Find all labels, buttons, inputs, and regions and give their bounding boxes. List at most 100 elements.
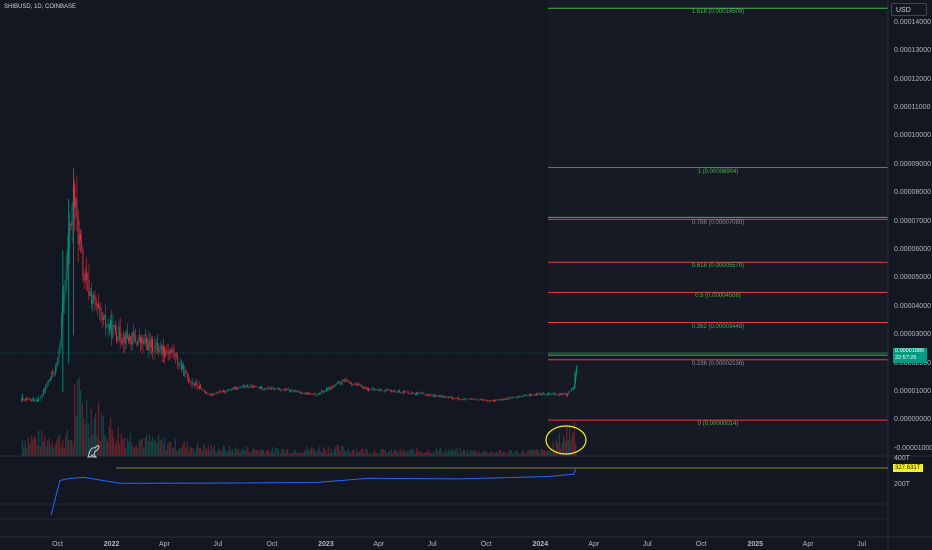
volume-bar <box>167 444 169 456</box>
candle-body <box>296 391 297 392</box>
volume-bar <box>447 449 449 456</box>
candle-body <box>119 327 121 341</box>
candle-body <box>506 398 507 400</box>
candle-body <box>125 331 127 344</box>
candle-body <box>294 390 296 392</box>
candle-body <box>110 319 111 330</box>
volume-bar <box>501 452 503 456</box>
volume-bar <box>327 446 329 456</box>
candle-body <box>549 392 551 395</box>
volume-bar <box>251 450 253 456</box>
volume-bar <box>416 447 418 456</box>
candle-body <box>177 355 179 365</box>
candle-body <box>57 357 59 366</box>
volume-bar <box>455 449 457 456</box>
candle-body <box>464 398 465 400</box>
volume-bar <box>375 452 377 456</box>
volume-bar <box>495 451 497 456</box>
volume-bar <box>477 450 479 456</box>
candle-body <box>518 396 519 398</box>
candle-body <box>448 396 450 398</box>
candle-body <box>227 389 229 391</box>
candle-body <box>165 350 167 356</box>
volume-bar <box>387 451 389 456</box>
symbol-title[interactable]: SHIBUSD, 1D, COINBASE <box>4 4 77 10</box>
candle-body <box>316 395 318 396</box>
candle-body <box>317 392 319 396</box>
candle-body <box>470 398 471 400</box>
candle-body <box>218 392 219 393</box>
volume-bar <box>266 450 268 456</box>
candle-body <box>387 389 389 391</box>
candle-body <box>370 388 372 391</box>
candle-body <box>312 393 314 395</box>
candle-body <box>569 391 571 392</box>
candle-body <box>444 396 446 398</box>
volume-bar <box>216 451 218 456</box>
volume-bar <box>305 449 307 456</box>
volume-bar <box>183 441 185 456</box>
candle-body <box>510 397 512 399</box>
volume-bar <box>60 446 62 456</box>
candle-body <box>332 386 333 388</box>
volume-bar <box>176 451 178 456</box>
volume-bar <box>494 452 496 456</box>
volume-bar <box>522 449 524 456</box>
candle-body <box>208 393 210 395</box>
currency-button[interactable]: USD <box>891 3 927 16</box>
candle-body <box>65 270 67 291</box>
candle-body <box>399 390 401 393</box>
time-axis-label: Oct <box>52 541 63 548</box>
candle-body <box>56 365 57 366</box>
candle-body <box>94 295 96 300</box>
volume-bar <box>165 450 167 456</box>
candle-body <box>492 399 494 402</box>
volume-bar <box>546 451 548 456</box>
fibonacci-retracement[interactable] <box>548 7 888 421</box>
candle-body <box>336 383 338 384</box>
price-axis-label: 0.00001000 <box>894 388 931 396</box>
candle-body <box>74 185 75 208</box>
candle-body <box>194 383 195 385</box>
candle-body <box>465 398 467 400</box>
candle-body <box>524 395 525 397</box>
candle-body <box>132 332 134 337</box>
candle-body <box>443 396 445 398</box>
volume-bar <box>414 453 416 456</box>
volume-bar <box>111 430 113 456</box>
volume-bar <box>149 434 151 456</box>
candle-body <box>173 352 175 357</box>
candle-body <box>101 314 103 321</box>
candle-body <box>545 394 547 395</box>
candle-body <box>171 349 173 352</box>
candle-body <box>393 390 395 392</box>
volume-bar <box>285 449 287 456</box>
candle-body <box>377 389 379 391</box>
candle-body <box>420 392 422 394</box>
volume-bar <box>42 440 44 456</box>
candle-body <box>482 399 483 401</box>
price-axis-label: 0.00002000 <box>894 359 931 367</box>
volume-bar <box>482 452 484 456</box>
candle-body <box>309 393 311 395</box>
candle-body <box>359 385 361 386</box>
candle-body <box>118 327 120 341</box>
candle-body <box>572 387 573 389</box>
candle-body <box>82 249 84 277</box>
time-axis-label: Jul <box>213 541 223 548</box>
volume-bar <box>170 441 172 456</box>
candle-body <box>242 385 243 387</box>
time-axis-label: Apr <box>588 541 600 548</box>
candle-body <box>430 394 432 396</box>
volume-bar <box>504 452 506 456</box>
volume-bar <box>80 390 82 456</box>
volume-bar <box>398 452 400 456</box>
candle-body <box>372 388 374 390</box>
volume-bar <box>113 437 115 456</box>
highlight-circle-annotation[interactable] <box>545 425 587 455</box>
volume-bar <box>192 448 194 456</box>
candle-body <box>384 390 386 392</box>
candle-body <box>39 398 41 400</box>
candle-body <box>432 394 434 397</box>
